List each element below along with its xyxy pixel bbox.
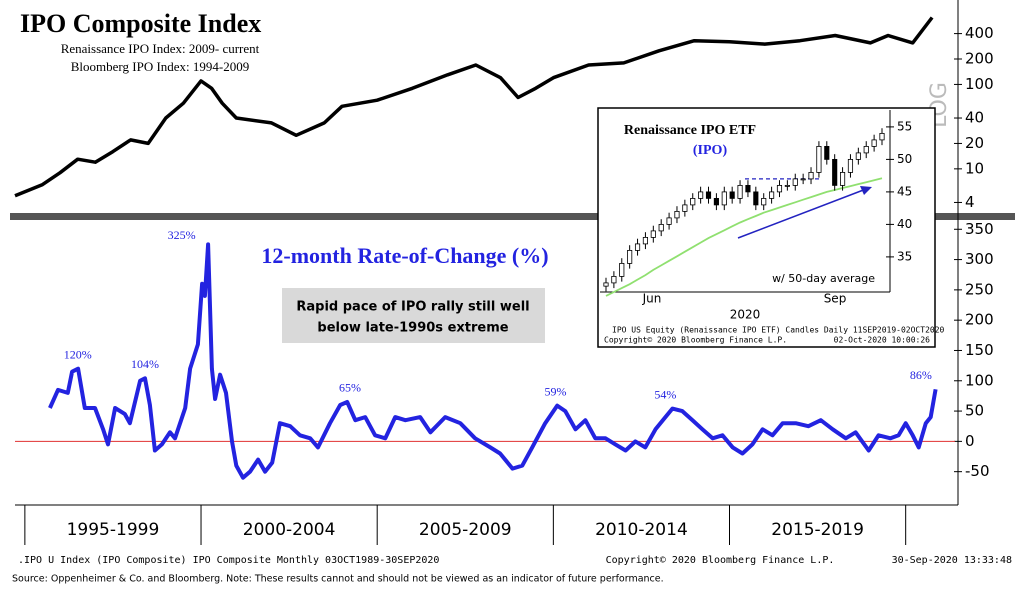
inset-year: 2020 <box>730 308 761 322</box>
candle-body <box>642 236 648 245</box>
y-tick-label: 40 <box>965 109 984 127</box>
note: below late-1990s extreme <box>317 321 508 336</box>
annotation: 120% <box>64 347 92 361</box>
note: Rapid pace of IPO rally still well <box>296 300 529 315</box>
candle-body <box>871 139 877 147</box>
panel-separator <box>10 213 1015 220</box>
x-period-label: 2005-2009 <box>419 520 512 540</box>
candle-body <box>847 158 854 173</box>
annotation: 65% <box>339 381 361 395</box>
x-period-label: 1995-1999 <box>67 520 160 540</box>
annotation: 86% <box>910 368 932 382</box>
candle-body <box>855 152 861 160</box>
footer-center: Copyright© 2020 Bloomberg Finance L.P. <box>606 555 835 566</box>
inset-y-tick-label: 40 <box>897 217 912 231</box>
arrow-head <box>860 186 872 195</box>
candle-body <box>682 204 688 212</box>
candle-body <box>753 191 759 206</box>
y-tick-label: 200 <box>965 311 994 329</box>
candle-body <box>658 223 664 232</box>
inset-y-tick-label: 50 <box>897 152 912 166</box>
y-tick-label: 100 <box>965 75 994 93</box>
candle-body <box>705 191 712 199</box>
candle-body <box>698 191 704 199</box>
candle-body <box>674 210 680 219</box>
y-tick-label: 50 <box>965 402 984 420</box>
trend-arrow <box>737 188 867 239</box>
y-tick-label: -50 <box>965 462 990 480</box>
candle-body <box>611 275 617 284</box>
y-tick-label: 0 <box>965 432 975 450</box>
candle-body <box>690 197 696 206</box>
candle-body <box>737 184 743 199</box>
moving-average <box>605 177 883 297</box>
candle-body <box>784 184 790 187</box>
x-period-label: 2015-2019 <box>771 520 864 540</box>
y-tick-label: 250 <box>965 280 994 298</box>
footer-left: .IPO U Index (IPO Composite) IPO Composi… <box>18 555 439 566</box>
roc-line <box>48 242 938 480</box>
y-tick-label: 150 <box>965 341 994 359</box>
inset-x-label: Jun <box>642 292 662 306</box>
y-tick-label: 10 <box>965 159 984 177</box>
inset-footer: Copyright© 2020 Bloomberg Finance L.P. <box>604 336 787 345</box>
candle-body <box>603 282 609 287</box>
y-tick-label: 350 <box>965 220 994 238</box>
inset: Renaissance IPO ETF (IPO) w/ 50-day aver… <box>597 107 945 348</box>
y-tick-label: 20 <box>965 134 984 152</box>
candle-body <box>816 145 822 173</box>
candle-body <box>619 262 625 277</box>
annotation: 54% <box>654 387 676 401</box>
y-tick-label: 400 <box>965 24 994 42</box>
candle-body <box>800 178 806 181</box>
candle-body <box>721 191 727 206</box>
candle-body <box>745 184 751 193</box>
candle-body <box>832 158 838 186</box>
candle-body <box>840 171 846 186</box>
index-line <box>14 16 934 198</box>
inset-y-tick-label: 55 <box>897 119 912 133</box>
source: Source: Oppenheimer & Co. and Bloomberg.… <box>12 574 664 585</box>
x-period-label: 2010-2014 <box>595 520 688 540</box>
inset-y-tick-label: 35 <box>897 249 912 263</box>
candle-body <box>729 191 735 199</box>
inset-subtitle: (IPO) <box>693 143 728 158</box>
inset-x-label: Sep <box>824 292 847 306</box>
footer-right: 30-Sep-2020 13:33:48 <box>892 555 1012 566</box>
candle-body <box>808 171 814 180</box>
inset-title: Renaissance IPO ETF <box>624 123 756 138</box>
candle-body <box>634 243 641 251</box>
candle-body <box>627 249 633 264</box>
panel-title: 12-month Rate-of-Change (%) <box>261 243 548 268</box>
candle-body <box>863 145 869 154</box>
annotation: 104% <box>131 357 159 371</box>
annotation: 59% <box>544 384 566 398</box>
note-box <box>282 288 545 343</box>
candle-body <box>776 184 783 193</box>
candle-body <box>769 191 775 199</box>
y-tick-label: 200 <box>965 50 994 68</box>
inset-footer: 02-Oct-2020 10:00:26 <box>834 336 931 345</box>
subtitle: Bloomberg IPO Index: 1994-2009 <box>71 59 250 74</box>
candle-body <box>824 145 830 160</box>
inset-legend: w/ 50-day average <box>772 272 875 285</box>
y-tick-label: 100 <box>965 371 994 389</box>
candle-body <box>713 197 719 206</box>
candle-body <box>879 132 885 141</box>
candle-body <box>666 217 672 225</box>
inset-y-tick-label: 45 <box>897 184 912 198</box>
candle-body <box>792 178 798 186</box>
y-tick-label: 300 <box>965 250 994 268</box>
chart-title: IPO Composite Index <box>20 9 261 38</box>
candle-body <box>650 230 656 238</box>
inset-footer: IPO US Equity (Renaissance IPO ETF) Cand… <box>612 326 945 335</box>
subtitle: Renaissance IPO Index: 2009- current <box>61 41 260 56</box>
annotation: 325% <box>168 228 196 242</box>
x-period-label: 2000-2004 <box>243 520 336 540</box>
candle-body <box>761 197 767 206</box>
y-tick-label: 4 <box>965 193 975 211</box>
